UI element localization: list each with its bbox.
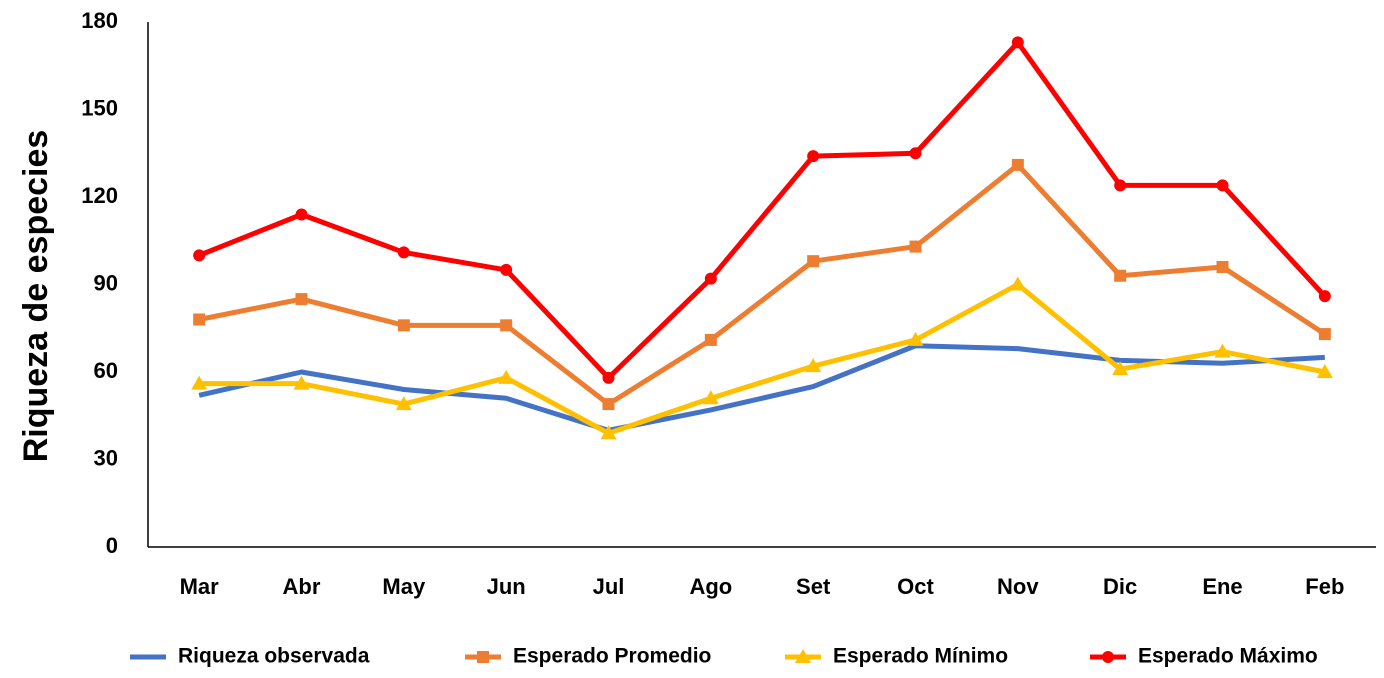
- y-tick-label: 30: [94, 445, 118, 470]
- data-point: [1216, 261, 1229, 273]
- legend-marker: [795, 649, 811, 663]
- data-point: [600, 425, 617, 440]
- x-tick-label: Dic: [1103, 574, 1137, 599]
- data-point: [295, 208, 308, 221]
- data-point: [602, 371, 615, 384]
- data-point: [395, 396, 412, 411]
- data-point: [1316, 364, 1333, 378]
- x-tick-label: Feb: [1305, 574, 1344, 599]
- data-point: [500, 319, 513, 332]
- legend-marker: [477, 651, 489, 663]
- legend-label: Esperado Promedio: [513, 645, 711, 668]
- data-point: [1318, 290, 1331, 303]
- data-point: [193, 313, 206, 326]
- data-point: [1114, 269, 1127, 282]
- y-tick-label: 120: [81, 183, 118, 208]
- data-point: [498, 369, 515, 384]
- data-point: [1114, 179, 1127, 192]
- x-tick-label: Oct: [897, 574, 934, 599]
- x-tick-label: Ene: [1202, 574, 1242, 599]
- x-tick-label: Ago: [689, 574, 732, 599]
- data-point: [1216, 179, 1229, 192]
- data-point: [1011, 158, 1024, 171]
- data-point: [193, 249, 206, 262]
- data-point: [397, 319, 410, 332]
- series-line: [199, 282, 1326, 436]
- data-point: [295, 293, 308, 306]
- data-point: [704, 333, 717, 346]
- data-point: [1214, 343, 1231, 358]
- data-point: [909, 240, 922, 253]
- data-point: [1318, 328, 1331, 341]
- y-tick-label: 180: [81, 8, 118, 33]
- data-point: [805, 358, 822, 373]
- x-tick-label: Jul: [593, 574, 625, 599]
- data-point: [191, 375, 208, 390]
- x-tick-label: May: [382, 574, 426, 599]
- x-tick-label: Abr: [283, 574, 321, 599]
- legend-marker: [1102, 651, 1114, 663]
- y-tick-label: 90: [94, 270, 118, 295]
- x-tick-label: Nov: [997, 574, 1039, 599]
- y-tick-label: 0: [106, 533, 118, 558]
- series-line: [198, 162, 1327, 407]
- y-axis-label: Riqueza de especies: [17, 130, 55, 463]
- data-point: [1009, 276, 1026, 291]
- data-point: [807, 255, 820, 268]
- legend-label: Esperado Mínimo: [833, 645, 1008, 668]
- data-point: [704, 272, 717, 285]
- x-tick-label: Mar: [180, 574, 220, 599]
- data-point: [397, 246, 410, 259]
- series-line: [198, 39, 1327, 381]
- data-point: [1011, 36, 1024, 49]
- x-tick-label: Jun: [487, 574, 526, 599]
- y-tick-label: 60: [94, 358, 118, 383]
- data-point: [602, 398, 615, 411]
- data-point: [293, 375, 310, 390]
- data-point: [1112, 361, 1129, 376]
- data-point: [909, 147, 922, 160]
- x-tick-label: Set: [796, 574, 831, 599]
- data-point: [907, 331, 924, 346]
- y-tick-label: 150: [81, 95, 118, 120]
- series-line: [198, 343, 1325, 433]
- data-point: [702, 390, 719, 405]
- legend-label: Esperado Máximo: [1138, 645, 1318, 668]
- data-point: [500, 263, 513, 276]
- legend-label: Riqueza observada: [178, 645, 370, 668]
- data-point: [807, 150, 820, 163]
